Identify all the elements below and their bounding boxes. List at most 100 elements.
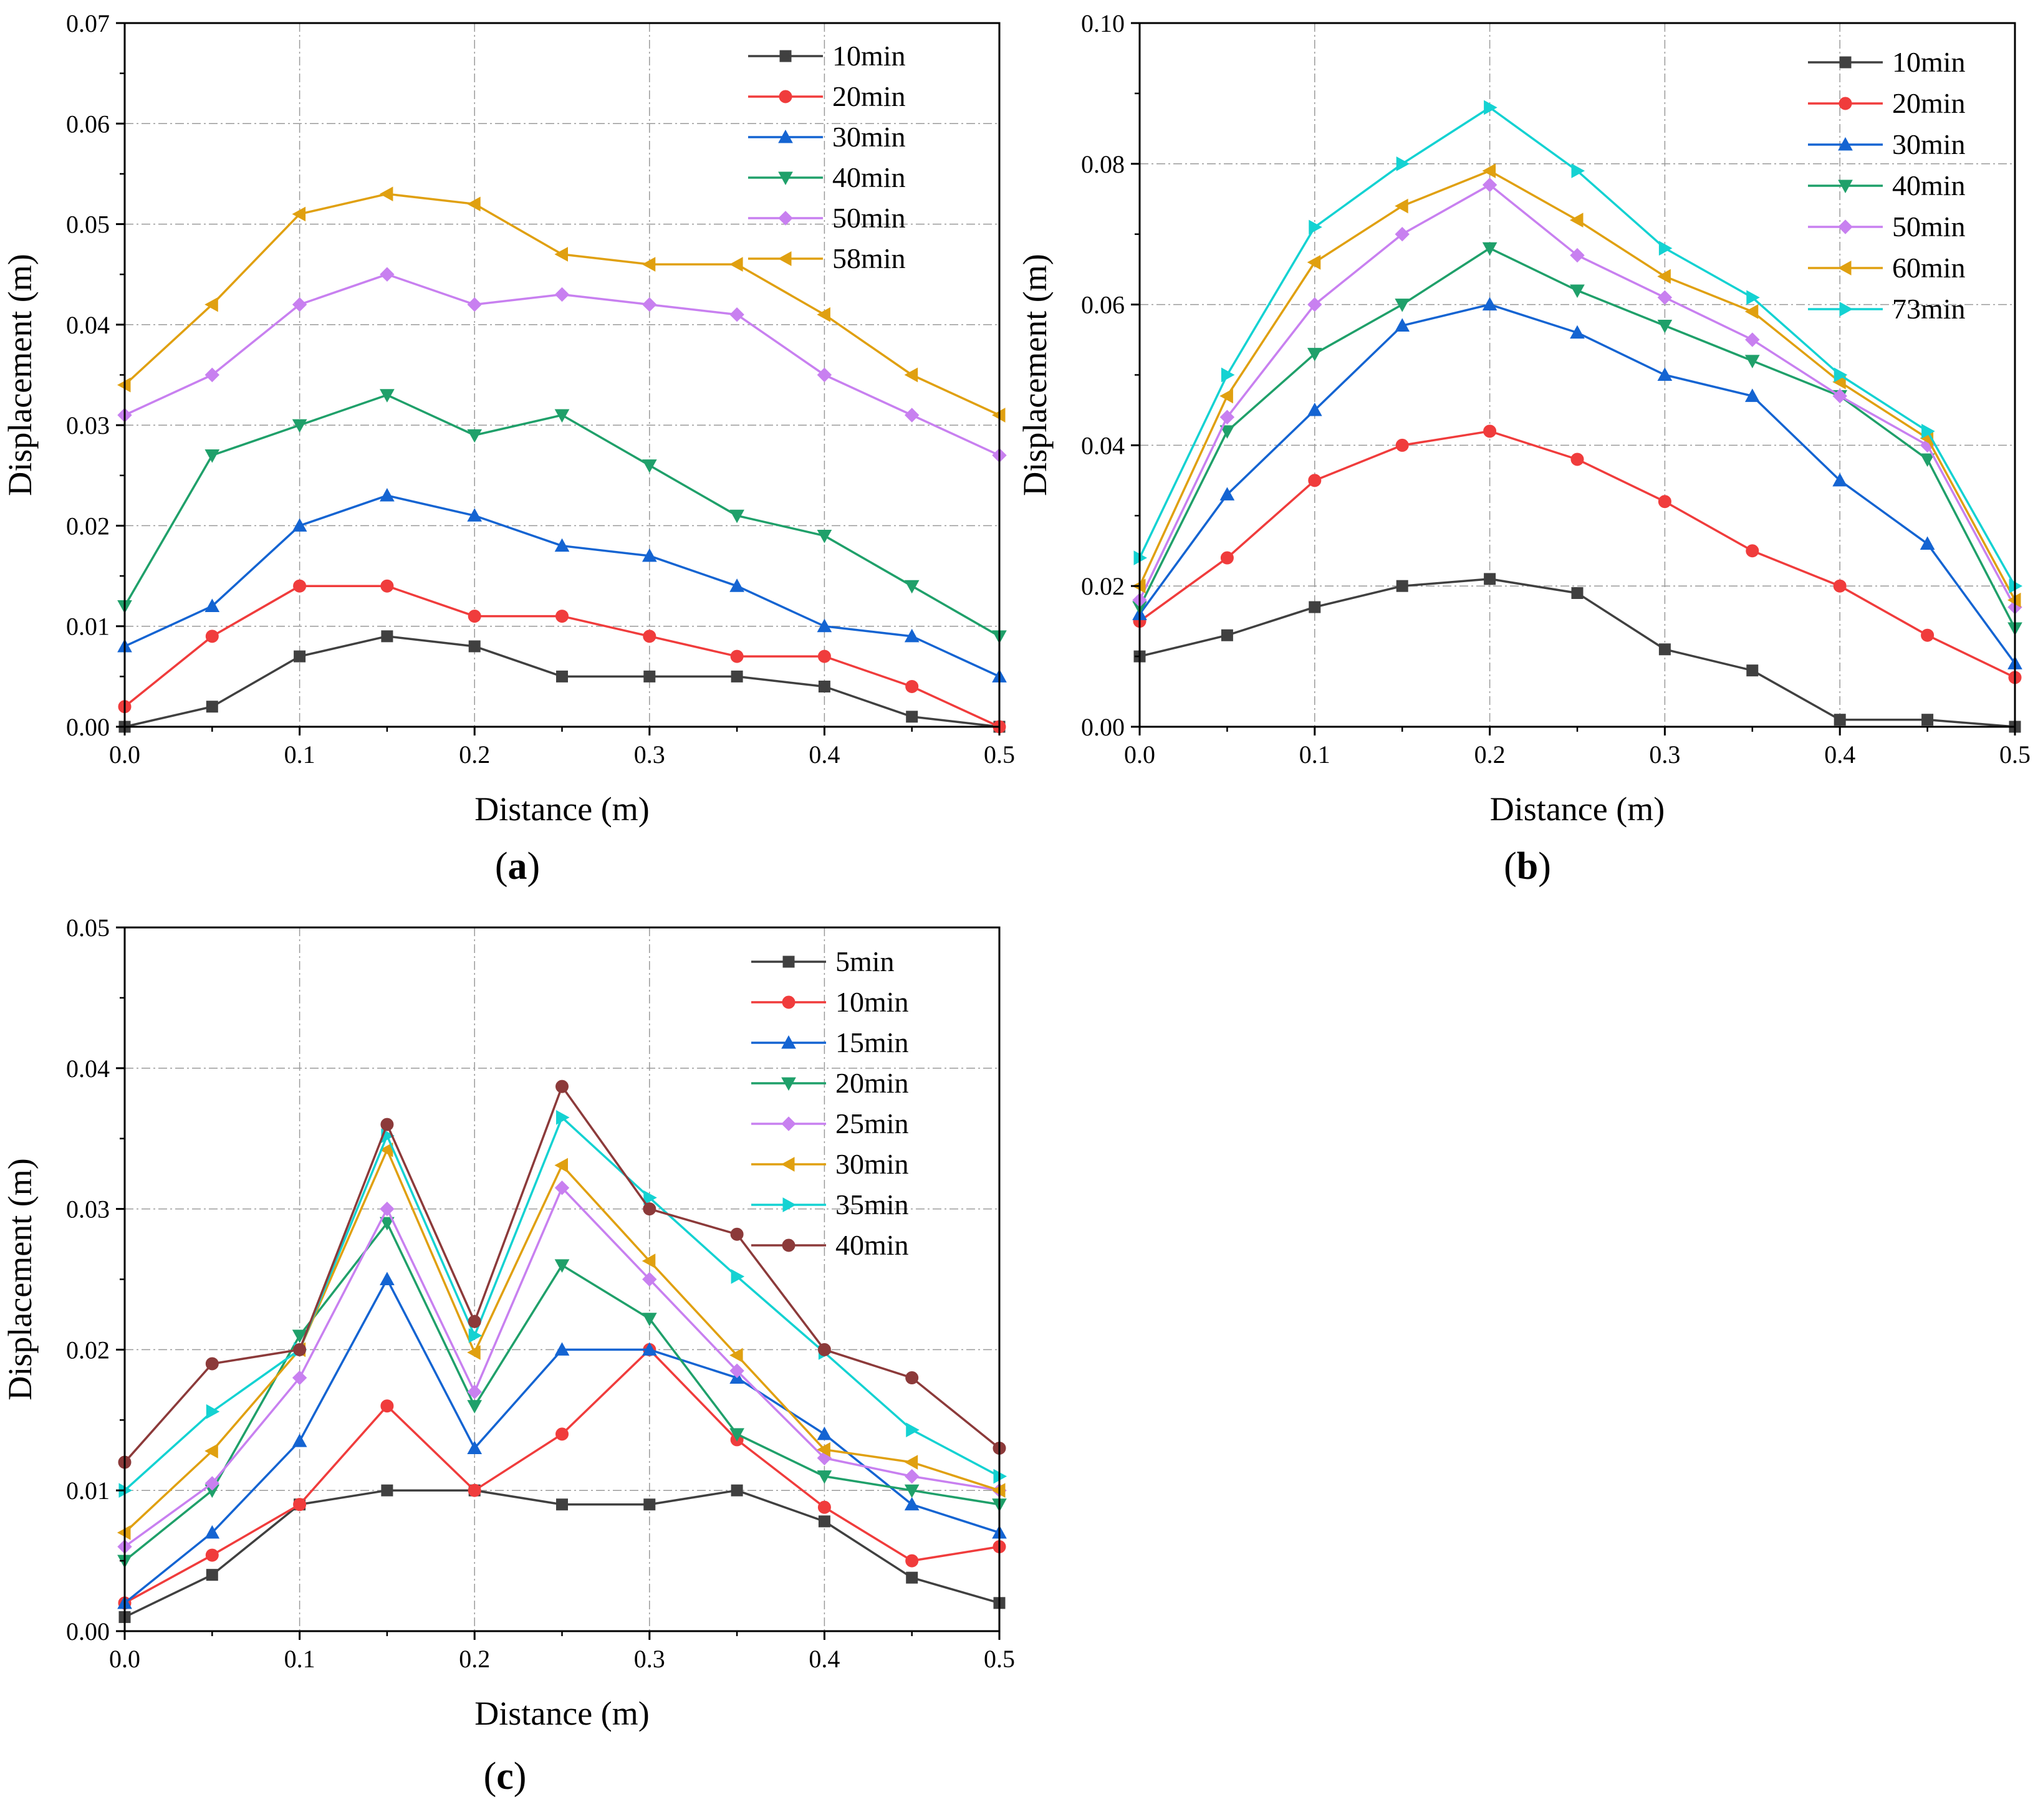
data-point-15min [204, 1525, 220, 1539]
legend-marker-20min [1839, 97, 1852, 110]
legend-marker-60min [1837, 261, 1852, 275]
data-point-30min [1832, 472, 1848, 487]
data-point-40min [642, 459, 657, 473]
y-tick-label: 0.04 [66, 311, 110, 339]
data-point-20min [817, 1470, 832, 1484]
x-tick-label: 0.1 [1299, 740, 1330, 769]
data-point-50min [1482, 177, 1497, 193]
legend-label-30min: 30min [832, 121, 906, 153]
x-tick-label: 0.5 [984, 1645, 1015, 1673]
chart-panel-c: 0.0 0.1 0.2 0.3 0.4 0.5 0.00 0.01 0.02 0.03 0.04 0.… [1, 914, 1015, 1798]
series-line-40min [123, 1085, 1001, 1463]
data-point-20min [292, 1329, 307, 1343]
data-point-10min [1221, 629, 1233, 641]
legend-marker-30min [778, 129, 793, 143]
data-point-35min [556, 1109, 570, 1125]
data-point-73min [1746, 290, 1760, 305]
data-point-58min [729, 257, 743, 272]
data-point-40min [1307, 348, 1322, 362]
legend-label-58min: 58min [832, 242, 906, 274]
panel-label: (a) [495, 845, 540, 888]
data-point-30min [817, 1442, 830, 1457]
x-tick-label: 0.2 [459, 740, 490, 769]
data-point-40min [730, 1227, 744, 1241]
data-point-30min [817, 618, 832, 633]
y-tick-label: 0.00 [66, 713, 110, 741]
y-axis-label: Displacement (m) [1, 1158, 39, 1400]
data-point-60min [1395, 198, 1408, 214]
data-point-40min [1570, 284, 1585, 299]
x-tick-label: 0.3 [634, 1645, 665, 1673]
x-tick-label: 0.5 [984, 740, 1015, 769]
data-point-20min [293, 579, 307, 593]
data-point-10min [731, 670, 743, 682]
y-tick-label: 0.04 [66, 1055, 110, 1083]
series-line-20min [123, 585, 1000, 728]
y-tick-label: 0.04 [1081, 431, 1125, 459]
y-tick-label: 0.03 [66, 411, 110, 439]
data-point-50min [1307, 297, 1322, 312]
legend-label-25min: 25min [835, 1108, 909, 1139]
x-tick-label: 0.4 [1824, 740, 1855, 769]
legend-label-30min: 30min [835, 1148, 909, 1180]
data-point-10min [468, 640, 481, 653]
legend-label-35min: 35min [835, 1189, 909, 1220]
data-point-35min [643, 1190, 657, 1205]
data-point-10min [1396, 580, 1408, 592]
data-point-25min [380, 1201, 395, 1217]
data-point-15min [817, 1426, 832, 1440]
legend-marker-10min [1839, 56, 1852, 69]
y-tick-label: 0.00 [1081, 713, 1125, 741]
series-line-20min [1138, 430, 2016, 679]
y-tick-label: 0.06 [1081, 291, 1125, 319]
series-line-73min [1138, 106, 2016, 587]
data-point-50min [1219, 410, 1235, 424]
chart-panel-a: 0.0 0.1 0.2 0.3 0.4 0.5 0.00 0.01 0.02 0.03 0.04 0.… [1, 9, 1015, 888]
data-point-40min [904, 580, 920, 594]
data-point-30min [1657, 367, 1673, 381]
data-point-20min [1220, 551, 1234, 565]
legend-label-30min: 30min [1892, 128, 1966, 160]
data-point-20min [1308, 474, 1322, 487]
data-point-40min [817, 1343, 831, 1356]
data-point-40min [467, 429, 483, 443]
data-point-50min [1395, 226, 1410, 242]
data-point-25min [904, 1468, 920, 1484]
legend-label-10min: 10min [835, 986, 909, 1018]
y-tick-label: 0.01 [66, 1477, 110, 1505]
legend-marker-58min [777, 251, 792, 266]
data-point-30min [729, 578, 744, 592]
data-point-20min [1483, 424, 1497, 438]
y-tick-label: 0.00 [66, 1617, 110, 1645]
data-point-20min [205, 630, 219, 643]
data-point-58min [642, 257, 656, 272]
chart-panel-b: 0.0 0.1 0.2 0.3 0.4 0.5 0.00 0.02 0.04 0.06 0.08 0.… [1016, 9, 2031, 888]
data-point-10min [643, 670, 656, 682]
data-point-40min [555, 1080, 569, 1093]
x-tick-label: 0.4 [809, 1645, 840, 1673]
data-point-20min [1658, 495, 1671, 509]
data-point-5min [906, 1571, 918, 1584]
data-point-50min [1832, 388, 1847, 404]
data-point-58min [554, 247, 568, 262]
data-point-30min [554, 538, 570, 552]
data-point-40min [293, 1343, 307, 1356]
series-line-30min [124, 494, 1000, 678]
x-tick-label: 0.2 [459, 1645, 490, 1673]
x-axis-label: Distance (m) [474, 790, 649, 828]
data-point-60min [1569, 213, 1584, 228]
data-point-50min [554, 287, 570, 302]
data-point-10min [293, 1498, 307, 1511]
data-point-30min [1307, 402, 1322, 416]
series-line-40min [123, 394, 1000, 638]
data-point-10min [906, 711, 918, 723]
data-point-40min [1920, 453, 1935, 467]
data-point-40min [380, 1118, 394, 1131]
data-point-20min [729, 1428, 744, 1442]
data-point-40min [292, 419, 307, 433]
legend-marker-20min [781, 1077, 796, 1091]
data-point-20min [817, 649, 831, 663]
data-point-15min [467, 1440, 483, 1454]
data-point-50min [467, 297, 482, 312]
legend-marker-50min [1838, 219, 1853, 234]
